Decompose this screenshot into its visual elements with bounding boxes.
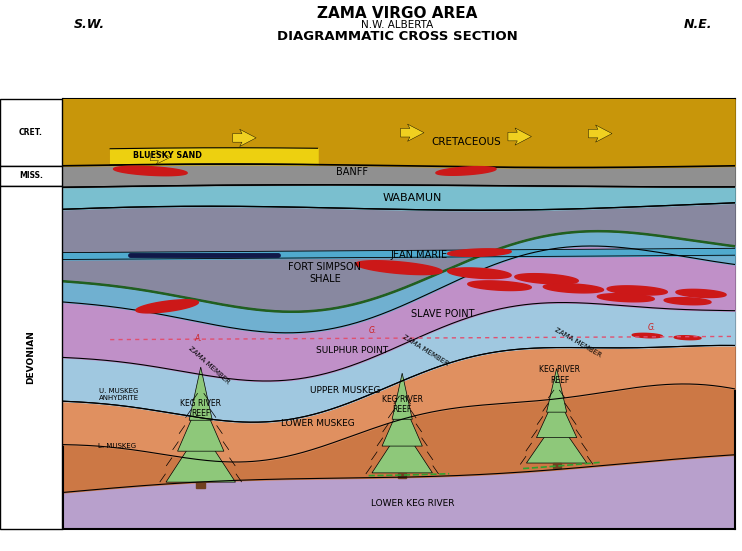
Text: SLAVE POINT: SLAVE POINT (411, 309, 474, 319)
Polygon shape (632, 333, 663, 338)
Polygon shape (664, 298, 711, 305)
Text: ZAMA MEMBER: ZAMA MEMBER (188, 345, 231, 386)
Text: L. MUSKEG: L. MUSKEG (98, 444, 136, 450)
Polygon shape (676, 289, 726, 298)
Text: U. MUSKEG
ANHYDRITE: U. MUSKEG ANHYDRITE (99, 388, 139, 401)
Text: MISS.: MISS. (19, 171, 43, 180)
Polygon shape (382, 400, 422, 446)
Polygon shape (233, 129, 256, 147)
Polygon shape (447, 268, 511, 279)
Polygon shape (508, 128, 531, 145)
Text: G.: G. (369, 326, 377, 336)
Text: FORT SIMPSON
SHALE: FORT SIMPSON SHALE (289, 262, 361, 284)
Polygon shape (607, 286, 667, 295)
Polygon shape (136, 300, 198, 313)
Polygon shape (674, 336, 701, 339)
Polygon shape (392, 373, 413, 419)
Polygon shape (526, 419, 587, 463)
Text: LOWER KEG RIVER: LOWER KEG RIVER (370, 499, 454, 507)
Polygon shape (196, 482, 206, 488)
Polygon shape (543, 284, 603, 293)
Text: KEG RIVER
REEF: KEG RIVER REEF (381, 395, 423, 414)
Text: UPPER MUSKEG: UPPER MUSKEG (310, 386, 381, 395)
Polygon shape (401, 124, 424, 141)
Polygon shape (355, 261, 442, 274)
Polygon shape (547, 369, 567, 412)
Text: G.: G. (647, 323, 655, 332)
Polygon shape (436, 166, 496, 175)
Polygon shape (189, 367, 212, 420)
Text: KEG RIVER
REEF: KEG RIVER REEF (180, 399, 221, 418)
Text: S.W.: S.W. (74, 18, 105, 31)
Text: A.: A. (194, 334, 202, 343)
Text: BANFF: BANFF (336, 168, 368, 177)
Polygon shape (151, 150, 171, 164)
Text: DIAGRAMMATIC CROSS SECTION: DIAGRAMMATIC CROSS SECTION (277, 30, 517, 44)
Text: WABAMUN: WABAMUN (383, 193, 442, 203)
Polygon shape (398, 473, 406, 478)
Text: ZAMA MEMBER: ZAMA MEMBER (553, 326, 602, 358)
Text: LOWER MUSKEG: LOWER MUSKEG (281, 419, 355, 428)
Polygon shape (553, 463, 561, 468)
Text: ZAMA VIRGO AREA: ZAMA VIRGO AREA (317, 6, 477, 21)
Text: KEG RIVER
REEF: KEG RIVER REEF (539, 365, 580, 385)
Text: N.E.: N.E. (684, 18, 712, 31)
Polygon shape (114, 166, 187, 176)
Polygon shape (536, 394, 577, 437)
Polygon shape (515, 274, 578, 284)
Text: N.W. ALBERTA: N.W. ALBERTA (361, 20, 433, 30)
Polygon shape (166, 429, 235, 482)
Polygon shape (447, 249, 511, 256)
Text: CRET.: CRET. (19, 128, 43, 137)
Polygon shape (177, 398, 224, 451)
Polygon shape (372, 427, 433, 473)
Polygon shape (597, 294, 654, 302)
Text: DEVONIAN: DEVONIAN (26, 331, 36, 385)
Polygon shape (467, 281, 531, 290)
Text: BLUESKY SAND: BLUESKY SAND (133, 151, 202, 160)
Text: ZAMA MEMBER: ZAMA MEMBER (401, 334, 450, 367)
Text: SULPHUR POINT: SULPHUR POINT (316, 346, 388, 355)
Polygon shape (588, 125, 612, 142)
Text: JEAN MARIE: JEAN MARIE (390, 250, 447, 260)
Text: CRETACEOUS: CRETACEOUS (431, 137, 501, 147)
